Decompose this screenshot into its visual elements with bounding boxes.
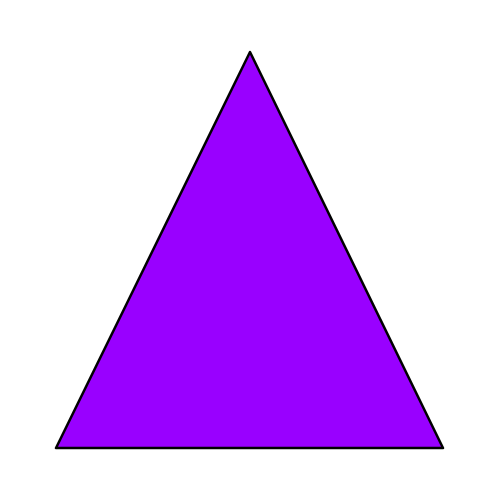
purple-triangle <box>54 50 445 450</box>
